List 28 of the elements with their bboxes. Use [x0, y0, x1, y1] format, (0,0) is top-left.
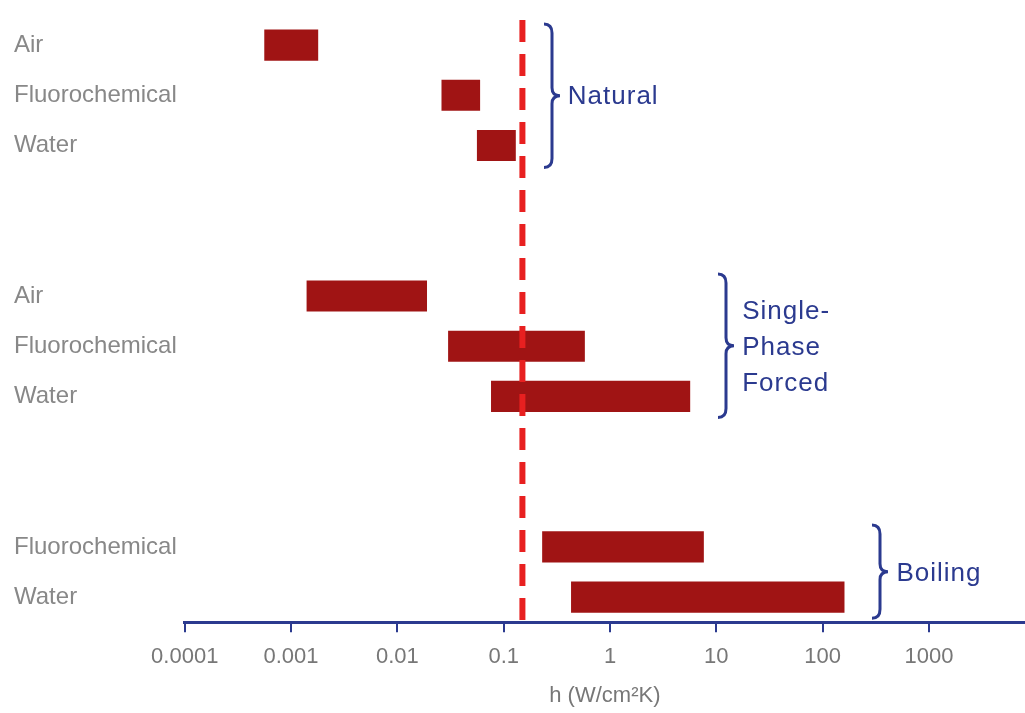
y-tick-label: Water: [14, 130, 78, 158]
y-tick-label: Air: [14, 280, 44, 308]
x-tick-label: 0.1: [488, 643, 519, 669]
x-tick-label: 0.01: [375, 643, 419, 669]
annotation: Boiling: [896, 556, 983, 589]
y-tick-label: Fluorochemical: [14, 79, 177, 107]
x-tick-label: 10: [704, 643, 729, 669]
x-tick-label: 100: [804, 643, 842, 669]
y-tick-label: Air: [14, 29, 44, 57]
y-tick-label: Fluorochemical: [14, 531, 177, 559]
bar: [542, 531, 704, 563]
y-tick-label: Water: [14, 381, 78, 408]
bar: [476, 129, 516, 162]
annotation: Natural: [567, 79, 660, 113]
x-tick-label: 1000: [904, 643, 954, 669]
y-tick-label: Water: [14, 581, 78, 609]
y-tick-label: Fluorochemical: [14, 330, 177, 358]
x-tick-label: 0.001: [263, 643, 319, 669]
annotation: Single-Phase Forced: [742, 293, 832, 400]
bar: [264, 29, 319, 61]
x-axis-title: h (W/cm²K): [549, 681, 661, 707]
bar: [571, 581, 845, 613]
bar: [441, 79, 481, 111]
x-tick-label: 1: [603, 643, 617, 669]
bar: [491, 380, 691, 412]
bar: [448, 330, 585, 362]
bar: [306, 280, 428, 312]
x-tick-label: 0.0001: [151, 643, 219, 669]
